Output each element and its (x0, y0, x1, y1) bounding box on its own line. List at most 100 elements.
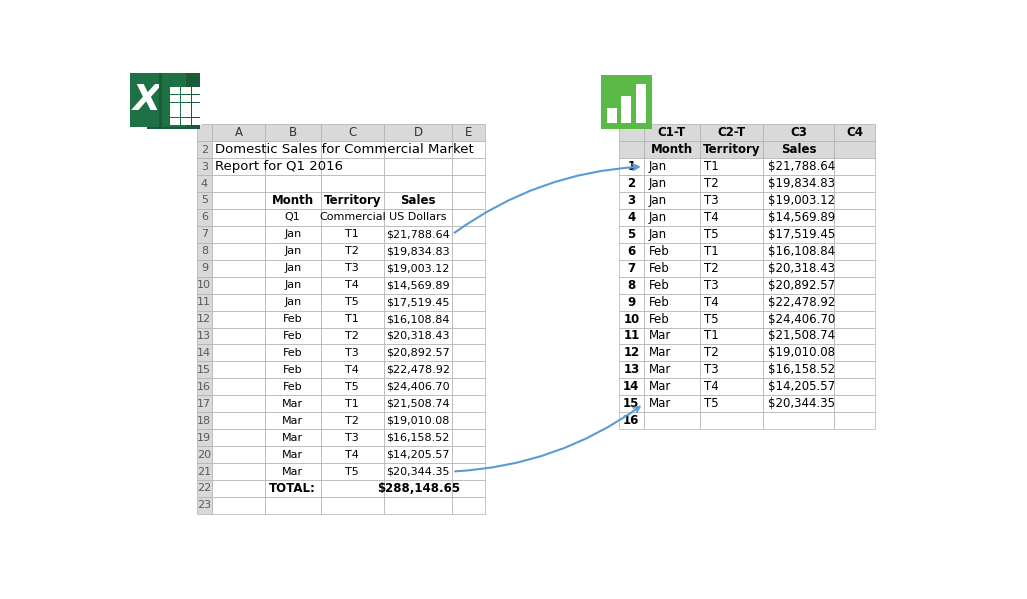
Bar (644, 361, 699, 379)
Text: T1: T1 (345, 229, 359, 240)
Bar (834, 141, 875, 158)
Bar (644, 310, 699, 328)
Bar (320, 294, 384, 310)
Text: $16,108.84: $16,108.84 (386, 314, 450, 324)
Bar (320, 141, 384, 158)
Bar (384, 480, 452, 497)
Bar (320, 395, 384, 412)
Bar (619, 344, 644, 361)
Text: T4: T4 (705, 211, 719, 224)
Bar (619, 328, 644, 344)
Bar (170, 110, 181, 117)
Bar (212, 379, 265, 395)
Bar (763, 175, 834, 192)
Bar (834, 277, 875, 294)
Bar (265, 446, 320, 463)
Bar (699, 412, 763, 429)
Bar (384, 328, 452, 344)
Bar (644, 328, 699, 344)
Bar (196, 361, 212, 379)
Bar (384, 497, 452, 514)
Bar (384, 344, 452, 361)
Bar (452, 277, 485, 294)
Bar (834, 310, 875, 328)
Bar (384, 446, 452, 463)
Text: T1: T1 (345, 314, 359, 324)
Text: 4: 4 (200, 179, 207, 189)
Bar (265, 124, 320, 141)
Bar (320, 310, 384, 328)
Text: 15: 15 (197, 365, 212, 375)
Bar (212, 395, 265, 412)
Bar (619, 158, 644, 175)
Bar (619, 124, 644, 141)
Text: 22: 22 (197, 483, 212, 494)
Bar (699, 294, 763, 310)
Bar (619, 260, 644, 277)
Bar (763, 379, 834, 395)
Text: $24,406.70: $24,406.70 (386, 382, 450, 392)
Text: T5: T5 (705, 228, 719, 241)
Bar (170, 95, 181, 102)
Text: 14: 14 (197, 348, 212, 358)
Bar (265, 328, 320, 344)
Bar (834, 124, 875, 141)
Text: T3: T3 (705, 194, 719, 207)
Text: $22,478.92: $22,478.92 (768, 296, 835, 308)
Text: Jan: Jan (284, 280, 301, 290)
Bar (265, 463, 320, 480)
Text: C3: C3 (791, 126, 807, 139)
Bar (607, 108, 616, 123)
Bar (636, 84, 646, 123)
Bar (763, 344, 834, 361)
Bar (619, 310, 644, 328)
Bar (834, 344, 875, 361)
Text: Territory: Territory (324, 194, 381, 207)
Text: T3: T3 (345, 348, 359, 358)
Bar (320, 361, 384, 379)
Text: 18: 18 (197, 416, 212, 426)
Text: US Dollars: US Dollars (389, 213, 447, 222)
Bar (320, 463, 384, 480)
Bar (384, 395, 452, 412)
Bar (265, 158, 320, 175)
Text: Jan: Jan (284, 297, 301, 307)
Text: Feb: Feb (648, 313, 670, 325)
Bar (181, 110, 191, 117)
Bar (212, 158, 265, 175)
Bar (763, 226, 834, 243)
Bar (452, 463, 485, 480)
Bar (763, 310, 834, 328)
Bar (763, 192, 834, 209)
Text: T2: T2 (705, 177, 719, 190)
Bar (763, 328, 834, 344)
Bar (619, 192, 644, 209)
Bar (763, 243, 834, 260)
Bar (619, 226, 644, 243)
Bar (834, 158, 875, 175)
Text: Mar: Mar (648, 380, 671, 394)
Bar (320, 158, 384, 175)
Bar (644, 158, 699, 175)
Bar (196, 429, 212, 446)
Bar (619, 379, 644, 395)
Bar (196, 446, 212, 463)
Text: T5: T5 (705, 397, 719, 410)
Bar (196, 294, 212, 310)
Bar (212, 412, 265, 429)
Bar (265, 226, 320, 243)
Bar (181, 118, 191, 125)
Bar (212, 497, 265, 514)
Bar (384, 310, 452, 328)
Bar (834, 412, 875, 429)
Text: Feb: Feb (648, 296, 670, 308)
Bar (212, 277, 265, 294)
Text: A: A (234, 126, 242, 139)
Bar (265, 497, 320, 514)
Text: 2: 2 (627, 177, 636, 190)
Text: $16,108.84: $16,108.84 (768, 245, 835, 258)
Bar (699, 344, 763, 361)
Bar (196, 192, 212, 209)
Text: Sales: Sales (401, 194, 436, 207)
Bar (452, 226, 485, 243)
